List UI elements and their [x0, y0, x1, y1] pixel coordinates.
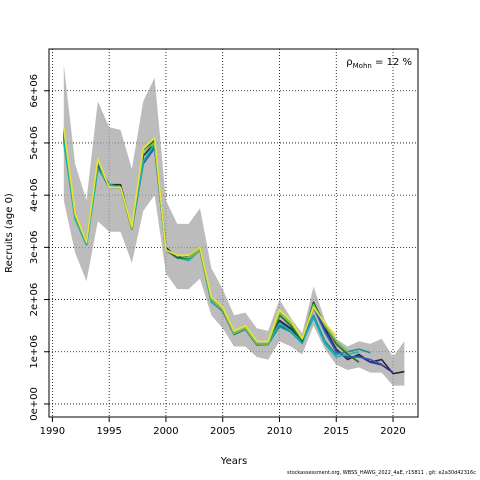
x-tick-label: 2000: [153, 426, 178, 437]
x-tick-label: 1990: [40, 426, 65, 437]
mohn-rho-annotation: ρMohn = 12 %: [346, 57, 412, 70]
axes-layer: 1990 1995 2000 2005 2010 2015 2020 0e+00 1e+06 2e…: [29, 74, 406, 437]
footer-attribution: stockassessment.org, WBSS_HAWG_2022_4aE,…: [287, 470, 476, 476]
series-line-4: [62, 142, 360, 358]
x-tick-label: 2005: [210, 426, 235, 437]
x-tick-label: 2020: [380, 426, 405, 437]
y-tick-label: 3e+06: [29, 231, 40, 265]
confidence-band-layer: [63, 64, 405, 386]
series-layer: [62, 127, 405, 375]
x-tick-label: 2015: [324, 426, 349, 437]
y-axis-title: Recruits (age 0): [4, 193, 15, 273]
y-tick-label: 6e+06: [29, 74, 40, 108]
plot-frame: [48, 48, 419, 418]
y-tick-label: 2e+06: [29, 283, 40, 317]
mohn-rho-subscript: Mohn: [353, 62, 372, 70]
y-tick-label: 4e+06: [29, 178, 40, 212]
y-tick-label: 1e+06: [29, 335, 40, 369]
series-line-7: [62, 127, 337, 343]
y-tick-label: 5e+06: [29, 126, 40, 160]
x-tick-label: 2010: [267, 426, 292, 437]
y-tick-label: 0e+00: [29, 387, 40, 421]
x-axis-title: Years: [220, 456, 247, 467]
mohn-rho-value: = 12 %: [372, 57, 412, 68]
x-tick-label: 1995: [96, 426, 121, 437]
confidence-band: [63, 64, 405, 386]
mohn-rho-symbol: ρ: [346, 57, 352, 68]
